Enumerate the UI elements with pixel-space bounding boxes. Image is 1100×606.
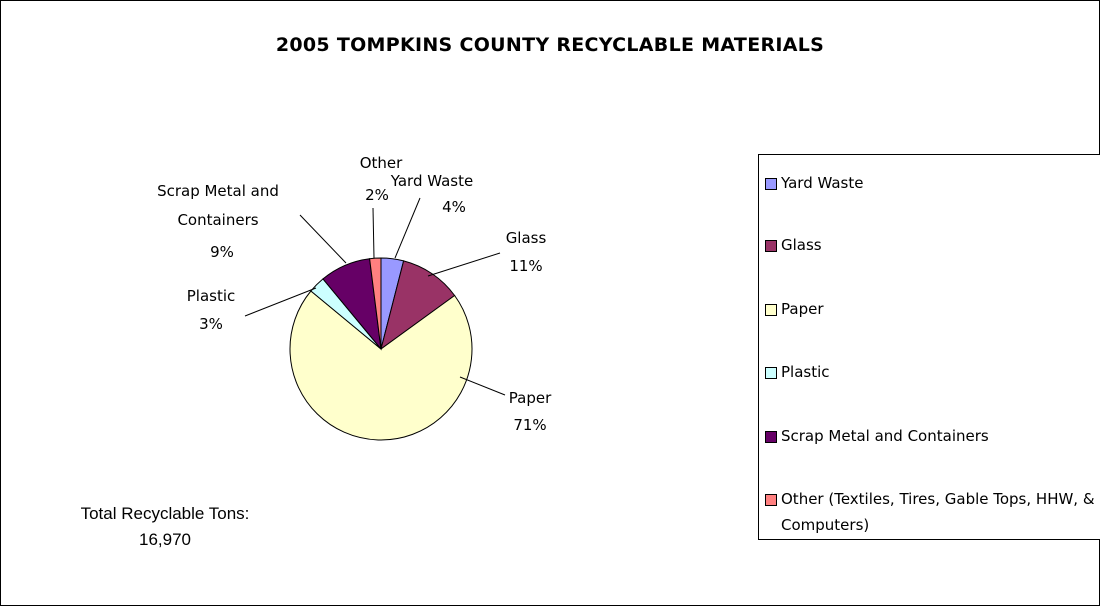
pie-slice-paper	[289, 290, 473, 441]
legend-item: Glass	[765, 232, 1095, 258]
data-label-name: Scrap Metal and	[157, 182, 279, 200]
legend-swatch	[765, 240, 777, 252]
leader-line	[244, 287, 317, 317]
leader-line	[427, 252, 501, 277]
legend-swatch	[765, 431, 777, 443]
data-label-name: Yard Waste	[390, 172, 473, 190]
total-value: 16,970	[139, 530, 191, 549]
data-label-percent: 3%	[199, 315, 223, 333]
total-label: Total Recyclable Tons:	[80, 504, 250, 523]
legend-label: Scrap Metal and Containers	[781, 427, 989, 445]
data-label-percent: 2%	[365, 186, 389, 204]
legend-item: Scrap Metal and Containers	[765, 423, 1095, 449]
data-label-percent: 11%	[509, 257, 542, 275]
data-label-name: Glass	[506, 229, 547, 247]
data-label-name: Other	[360, 154, 403, 172]
legend-label: Paper	[781, 300, 824, 318]
leader-line	[394, 197, 421, 259]
legend-swatch	[765, 304, 777, 316]
data-label-name: Plastic	[187, 287, 236, 305]
data-label-name: Paper	[509, 389, 552, 407]
leader-line	[372, 207, 375, 259]
leader-line	[459, 376, 506, 396]
legend-swatch	[765, 494, 777, 506]
legend-swatch	[765, 367, 777, 379]
chart-legend: Yard Waste Glass Paper Plastic Scrap Metal a…	[758, 154, 1100, 540]
legend-label: Plastic	[781, 363, 830, 381]
legend-label: Other (Textiles, Tires, Gable Tops, HHW,…	[781, 490, 1095, 534]
legend-item: Paper	[765, 296, 1095, 322]
legend-swatch	[765, 178, 777, 190]
pie-slice-other	[369, 257, 382, 350]
total-tons: Total Recyclable Tons: 16,970	[20, 501, 310, 553]
legend-item: Plastic	[765, 359, 1095, 385]
chart-title: 2005 TOMPKINS COUNTY RECYCLABLE MATERIAL…	[275, 34, 825, 56]
data-label-name: Containers	[177, 211, 258, 229]
legend-item: Other (Textiles, Tires, Gable Tops, HHW,…	[765, 486, 1095, 538]
legend-label: Glass	[781, 236, 822, 254]
data-label-percent: 9%	[210, 243, 234, 261]
leader-line	[299, 214, 347, 264]
data-label-percent: 4%	[442, 198, 466, 216]
data-label-percent: 71%	[513, 416, 546, 434]
legend-item: Yard Waste	[765, 170, 1095, 196]
legend-label: Yard Waste	[781, 174, 864, 192]
